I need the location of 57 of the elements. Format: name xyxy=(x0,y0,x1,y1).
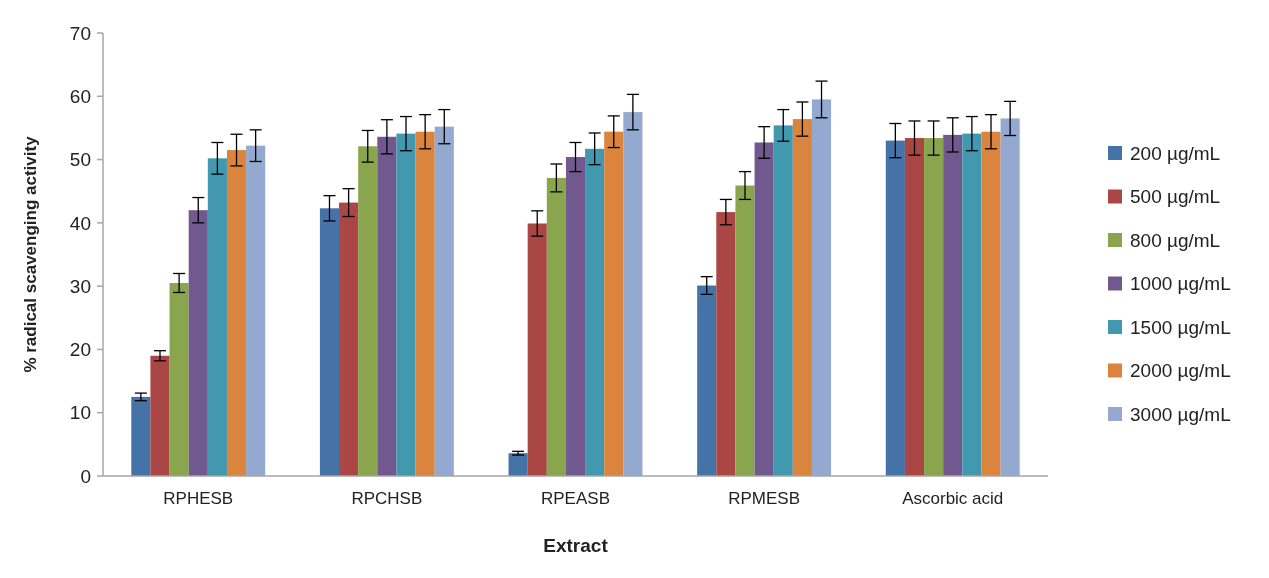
bar xyxy=(319,208,340,476)
bar xyxy=(150,355,170,476)
y-tick-label: 50 xyxy=(69,149,91,171)
y-tick-label: 30 xyxy=(69,275,91,297)
bar xyxy=(188,210,208,476)
bar xyxy=(226,150,247,476)
x-axis-title: Extract xyxy=(543,535,609,556)
bar xyxy=(1000,118,1020,476)
bar xyxy=(773,125,793,476)
bar xyxy=(811,99,832,476)
y-tick-label: 20 xyxy=(69,339,91,361)
bar xyxy=(924,138,944,476)
bar xyxy=(885,140,905,476)
y-tick-label: 70 xyxy=(69,22,91,44)
bar xyxy=(565,157,586,476)
bar xyxy=(207,158,227,476)
legend-label: 800 µg/mL xyxy=(1130,229,1221,251)
bar xyxy=(508,453,528,476)
bar xyxy=(527,223,547,476)
bar xyxy=(943,134,963,476)
bar xyxy=(697,285,717,476)
bar xyxy=(716,212,736,476)
bar xyxy=(585,148,605,476)
x-tick-label: RPHESB xyxy=(163,489,234,508)
legend-label: 1500 µg/mL xyxy=(1130,316,1231,338)
legend-label: 1000 µg/mL xyxy=(1130,273,1231,295)
y-tick-label: 60 xyxy=(69,85,91,107)
bar xyxy=(981,131,1001,476)
x-tick-label: RPMESB xyxy=(728,489,801,508)
bar xyxy=(396,133,416,476)
bar xyxy=(246,145,266,476)
bar xyxy=(735,185,755,476)
bar xyxy=(377,136,397,476)
bar xyxy=(792,119,812,476)
y-tick-label: 40 xyxy=(69,212,91,234)
bar xyxy=(339,202,359,476)
bar xyxy=(623,112,643,476)
y-tick-label: 10 xyxy=(69,402,91,424)
bar xyxy=(604,131,624,476)
legend-label: 2000 µg/mL xyxy=(1130,360,1231,382)
x-tick-label: Ascorbic acid xyxy=(902,489,1004,508)
bar xyxy=(434,126,454,476)
legend-label: 3000 µg/mL xyxy=(1130,403,1231,425)
legend-label: 200 µg/mL xyxy=(1130,142,1221,164)
bar xyxy=(754,142,774,476)
bar xyxy=(169,282,189,476)
legend-label: 500 µg/mL xyxy=(1130,186,1221,208)
x-tick-label: RPEASB xyxy=(541,489,610,508)
bar xyxy=(904,138,925,476)
bar xyxy=(962,133,982,476)
bar xyxy=(131,396,151,476)
x-tick-label: RPCHSB xyxy=(351,489,423,508)
bar xyxy=(546,177,566,476)
y-tick-label: 0 xyxy=(80,465,91,487)
bar xyxy=(358,146,378,476)
bar xyxy=(415,131,435,476)
y-axis-title: % radical scavenging activity xyxy=(21,135,40,373)
